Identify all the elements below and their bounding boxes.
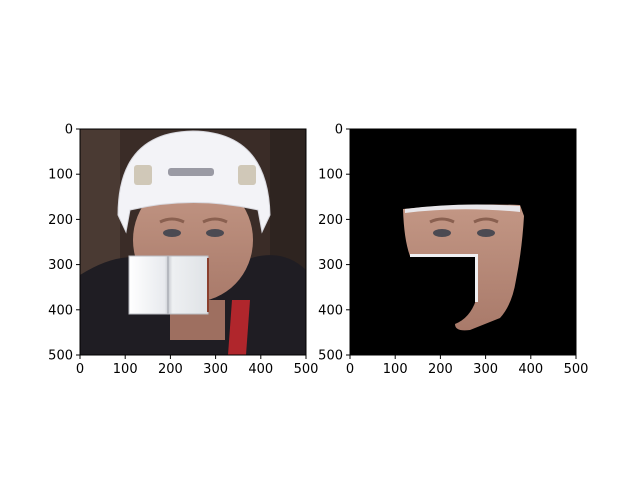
- x-tick-label: 400: [518, 362, 543, 377]
- right-eye: [206, 229, 224, 237]
- x-tick-label: 500: [564, 362, 589, 377]
- y-tick-label: 300: [318, 258, 343, 273]
- helmet: [117, 130, 271, 234]
- y-tick-label: 300: [48, 258, 73, 273]
- y-tick-label: 200: [318, 213, 343, 228]
- left-axes-frame: [79, 128, 307, 356]
- x-tick-label: 400: [248, 362, 273, 377]
- x-tick-label: 300: [203, 362, 228, 377]
- x-tick-label: 100: [383, 362, 408, 377]
- y-tick-label: 0: [65, 123, 73, 138]
- right-image: [350, 129, 576, 355]
- left-eye: [163, 229, 181, 237]
- book-occluder: [128, 255, 209, 315]
- y-tick-label: 0: [335, 123, 343, 138]
- segmented-face: [403, 204, 524, 331]
- y-tick-label: 500: [318, 349, 343, 364]
- x-tick-label: 100: [113, 362, 138, 377]
- y-tick-label: 400: [48, 303, 73, 318]
- y-tick-label: 100: [318, 168, 343, 183]
- x-tick-label: 300: [473, 362, 498, 377]
- x-tick-label: 200: [428, 362, 453, 377]
- y-tick-label: 500: [48, 349, 73, 364]
- x-tick-label: 200: [158, 362, 183, 377]
- right-axes-frame: [349, 128, 577, 356]
- x-tick-label: 0: [346, 362, 354, 377]
- y-tick-label: 100: [48, 168, 73, 183]
- x-tick-label: 500: [294, 362, 319, 377]
- y-tick-label: 400: [318, 303, 343, 318]
- x-tick-label: 0: [76, 362, 84, 377]
- left-image: [80, 129, 306, 355]
- y-tick-label: 200: [48, 213, 73, 228]
